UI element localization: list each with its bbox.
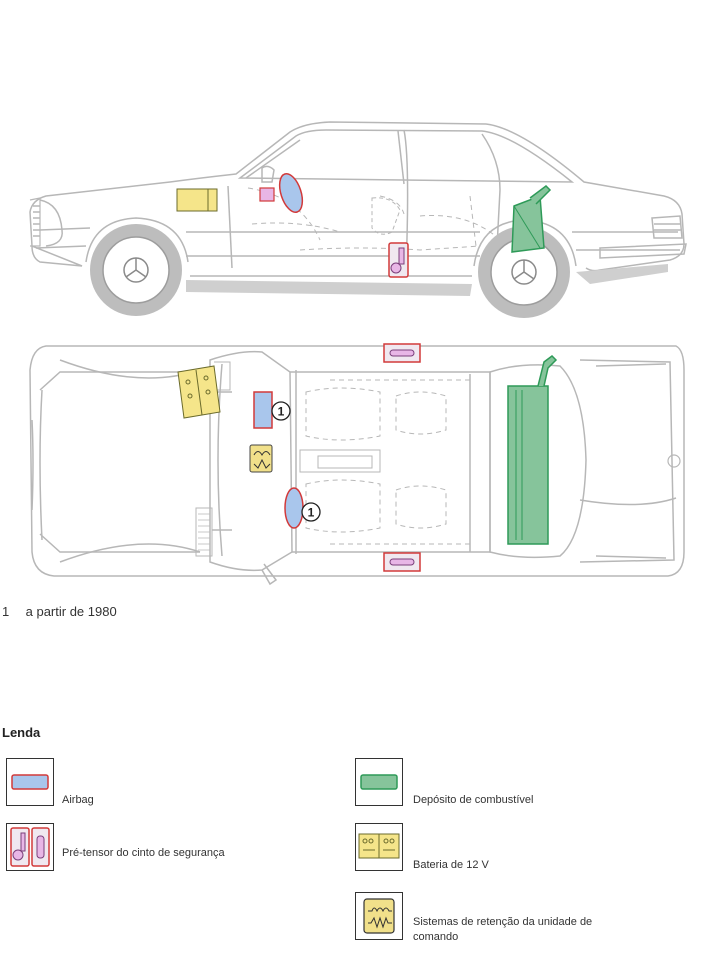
battery-side-marker bbox=[176, 188, 218, 212]
seatbelt-side-marker bbox=[388, 242, 409, 278]
seatbelt-top-marker-upper bbox=[383, 343, 421, 363]
car-side-view bbox=[29, 121, 687, 277]
fuel-tank-top-marker bbox=[507, 355, 558, 545]
fuel-tank-icon bbox=[355, 758, 403, 806]
fuel-tank-side-marker bbox=[511, 185, 552, 253]
airbag-icon bbox=[6, 758, 54, 806]
seatbelt-top-marker-lower bbox=[383, 552, 421, 572]
front-wheel bbox=[90, 224, 182, 316]
rear-emblem bbox=[667, 454, 681, 468]
legend-label-fuel: Depósito de combustível bbox=[413, 794, 534, 806]
footnote: 1 a partir de 1980 bbox=[2, 604, 117, 619]
legend-label-restraint: Sistemas de retenção da unidade de coman… bbox=[413, 916, 593, 943]
battery-icon bbox=[355, 823, 403, 871]
legend-label-airbag: Airbag bbox=[62, 794, 94, 806]
airbag-passenger-top-marker bbox=[253, 391, 273, 429]
svg-text:1: 1 bbox=[278, 405, 285, 419]
airbag-driver-top-marker bbox=[284, 487, 304, 529]
callout-1-passenger: 1 bbox=[271, 401, 291, 421]
control-unit-side-marker bbox=[259, 187, 275, 202]
control-unit-top-marker bbox=[249, 444, 273, 473]
legend-title: Lenda bbox=[2, 725, 41, 740]
battery-top-marker bbox=[177, 365, 221, 419]
footnote-number: 1 bbox=[2, 604, 10, 619]
rear-wheel bbox=[478, 226, 570, 318]
callout-1-driver: 1 bbox=[301, 502, 321, 522]
car-top-view bbox=[29, 345, 685, 586]
svg-text:1: 1 bbox=[308, 506, 315, 520]
seatbelt-tensioner-icon bbox=[6, 823, 54, 871]
airbag-side-marker bbox=[278, 172, 304, 214]
car-rescue-diagram: 1 1 bbox=[29, 121, 687, 586]
legend-label-seatbelt: Pré-tensor do cinto de segurança bbox=[62, 847, 225, 859]
footnote-text: a partir de 1980 bbox=[25, 604, 117, 619]
legend-label-battery: Bateria de 12 V bbox=[413, 859, 489, 871]
control-unit-icon bbox=[355, 892, 403, 940]
